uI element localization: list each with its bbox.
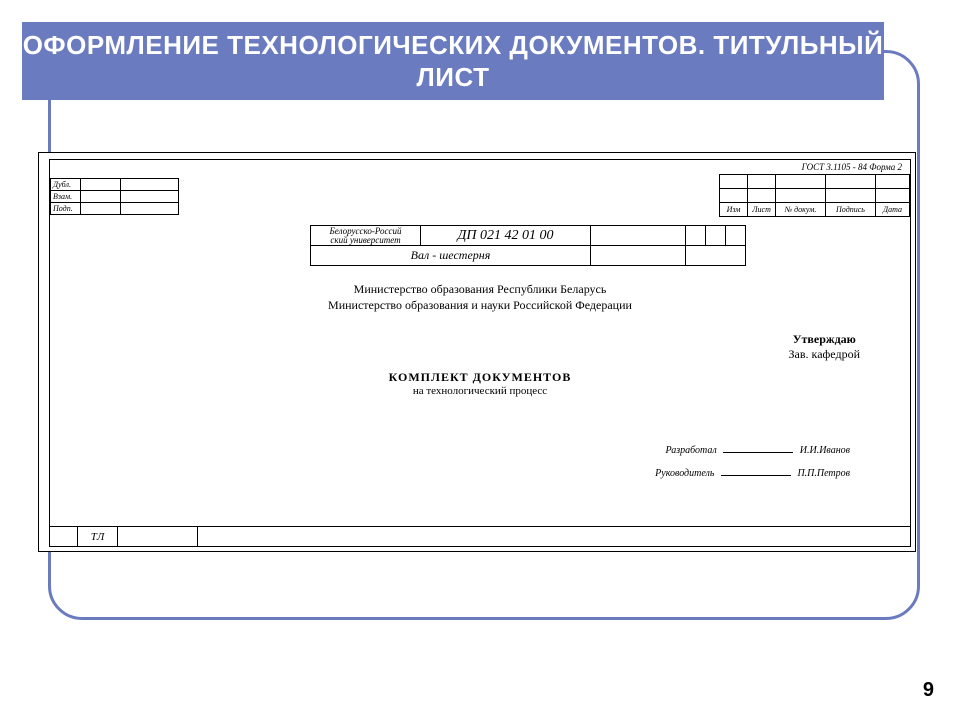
top-left-table: Дубл. Взам. Подп. — [50, 178, 179, 215]
tr-header: Лист — [748, 203, 776, 217]
doc-set-title: КОМПЛЕКТ ДОКУМЕНТОВ — [50, 370, 910, 385]
code-block-table: Белорусско-Россий ский университет ДП 02… — [310, 225, 746, 266]
org-cell: Белорусско-Россий ский университет — [311, 226, 421, 246]
approve-subtitle: Зав. кафедрой — [789, 347, 860, 362]
tr-header: Изм — [720, 203, 748, 217]
tl-row-label: Взам. — [51, 191, 81, 203]
doc-code: ДП 021 42 01 00 — [421, 226, 591, 246]
document-form: ГОСТ 3.1105 - 84 Форма 2 Дубл. Взам. Под… — [38, 152, 916, 552]
tl-row-label: Дубл. — [51, 179, 81, 191]
developer-sign-line: Разработал И.И.Иванов — [666, 445, 850, 456]
page-number: 9 — [923, 679, 934, 702]
ministry-line-1: Министерство образования Республики Бела… — [50, 282, 910, 297]
approve-title: Утверждаю — [789, 332, 860, 347]
lead-sign-line: Руководитель П.П.Петров — [655, 468, 850, 479]
gost-label: ГОСТ 3.1105 - 84 Форма 2 — [802, 162, 902, 172]
slide-title: ОФОРМЛЕНИЕ ТЕХНОЛОГИЧЕСКИХ ДОКУМЕНТОВ. Т… — [22, 29, 884, 94]
document-set-title-block: КОМПЛЕКТ ДОКУМЕНТОВ на технологический п… — [50, 370, 910, 397]
document-inner-frame: ГОСТ 3.1105 - 84 Форма 2 Дубл. Взам. Под… — [49, 159, 911, 547]
approval-block: Утверждаю Зав. кафедрой — [789, 332, 860, 362]
tl-row-label: Подп. — [51, 203, 81, 215]
bottom-marker: ТЛ — [78, 527, 118, 546]
part-name: Вал - шестерня — [311, 246, 591, 266]
doc-set-subtitle: на технологический процесс — [50, 385, 910, 397]
tr-header: № докум. — [776, 203, 826, 217]
tr-header: Дата — [876, 203, 910, 217]
tr-header: Подпись — [826, 203, 876, 217]
title-band: ОФОРМЛЕНИЕ ТЕХНОЛОГИЧЕСКИХ ДОКУМЕНТОВ. Т… — [22, 22, 884, 100]
ministry-line-2: Министерство образования и науки Российс… — [50, 298, 910, 313]
bottom-row: ТЛ — [50, 526, 910, 546]
top-right-table: Изм Лист № докум. Подпись Дата — [719, 174, 910, 217]
